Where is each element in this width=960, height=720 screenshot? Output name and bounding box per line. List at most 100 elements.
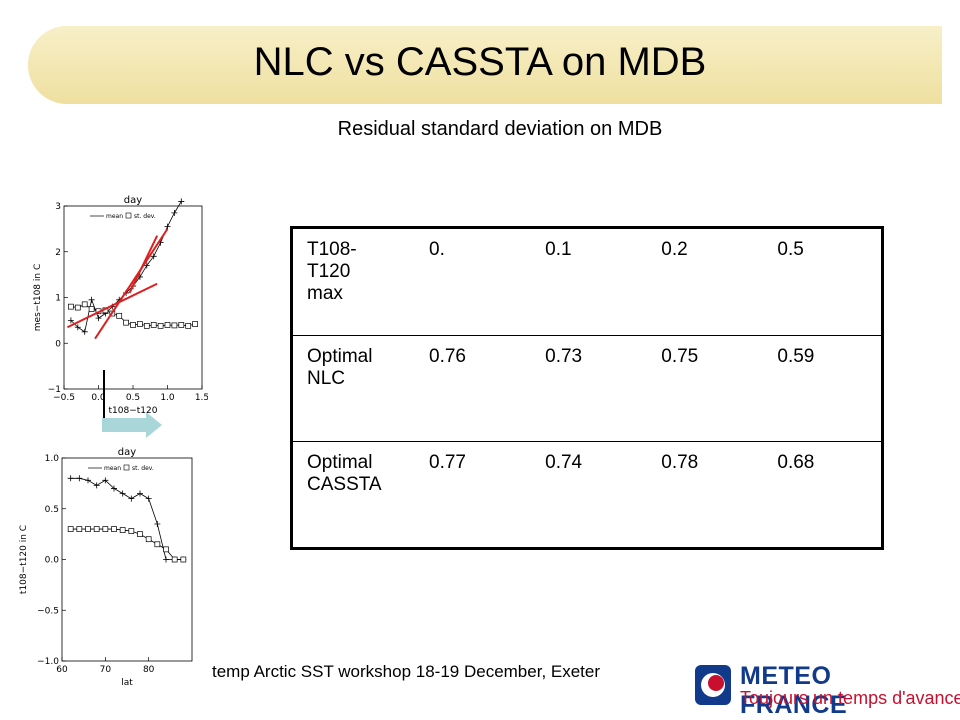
table-cell: 0. [429,239,445,260]
table-cell: T108- T120 max [307,239,357,304]
legend-stdev-label: st. dev. [134,213,156,220]
data-point-square [119,527,126,533]
legend-stdev-marker [123,464,130,471]
series-line-0 [70,201,182,333]
legend-stdev-label: st. dev. [132,465,154,472]
data-point-square [123,319,129,326]
x-tick-label: 0.5 [126,393,140,403]
data-point-square [145,536,152,543]
data-point-square [178,322,185,328]
data-point-square [88,306,95,312]
data-point-square [180,556,187,563]
data-point-plus [111,485,117,492]
data-point-plus [67,317,74,324]
table-cell: 0.73 [531,335,648,442]
data-point-plus [74,324,81,331]
legend-mean-label: mean [104,465,121,472]
logo-name: METEO FRANCE [740,662,848,719]
data-point-square [102,526,109,532]
data-point-plus [178,198,185,205]
data-point-square [185,323,192,329]
line-plot-day-lat: day 60 70 80 −1.0 −0.5 0.0 0.5 1.0 lat t108−t120 i… [19,447,193,688]
data-point-plus [85,477,91,484]
fit-line-2 [128,235,159,294]
data-point-plus [128,495,135,502]
legend-mean-label: mean [106,213,123,220]
footer-text: temp Arctic SST workshop 18-19 December,… [212,662,601,681]
table-cell: 0.5 [777,239,804,260]
data-point-square [171,556,178,563]
data-point-square [192,321,198,327]
scatter-plot-day-mdb: day −0.5 0.0 0.5 1.0 1.5 −1 0 1 2 3 t108−t120 mes−t1… [33,195,209,416]
table-cell: Optimal CASSTA [291,441,415,549]
table-row: Optimal NLC 0.76 0.73 0.75 0.59 [291,335,883,442]
title-banner [28,26,942,104]
table-cell: 0.77 [415,441,532,549]
table-cell: 0.59 [763,335,883,442]
data-point-plus [164,223,171,230]
data-point-square [143,323,150,329]
data-point-plus [137,490,143,497]
series-line-0 [70,477,184,560]
data-point-square [157,323,164,329]
data-point-plus [154,520,161,527]
data-point-square [85,526,91,532]
table-row: T108- T120 max 0. 0.1 0.2 0.5 [292,228,883,336]
residual-table: T108- T120 max 0. 0.1 0.2 0.5 Optimal NLC 0… [290,226,884,550]
data-point-square [130,322,136,328]
table-cell: 0.76 [415,335,532,442]
y-tick-label: 2 [55,248,61,258]
table-cell: Optimal NLC [291,335,415,442]
data-point-plus [88,296,95,303]
logo-emblem-icon [695,665,731,705]
bottom-plot: day 60 70 80 −1.0 −0.5 0.0 0.5 1.0 lat t108−t120 i… [18,440,204,700]
top-plot: day −0.5 0.0 0.5 1.0 1.5 −1 0 1 2 3 t108−t120 mes−t1… [28,186,209,423]
data-point-plus [163,556,169,563]
x-tick-label: 60 [56,665,68,675]
fit-line-1 [94,228,169,340]
data-point-square [128,528,135,534]
data-point-plus [67,475,74,482]
data-point-square [137,321,143,327]
table-cell: 0.74 [531,441,648,549]
plot-frame [63,205,203,390]
data-point-square [150,322,157,328]
y-tick-label: −1.0 [37,657,59,667]
data-point-square [164,322,171,328]
data-point-plus [145,495,152,502]
data-point-plus [81,328,88,335]
data-point-plus [150,253,157,260]
data-point-square [111,526,117,532]
data-point-square [67,526,74,532]
slide-subtitle: Residual standard deviation on MDB [337,118,663,140]
y-tick-label: 1 [55,294,61,304]
x-tick-label: 1.5 [195,393,208,403]
y-tick-label: 0.0 [45,556,60,566]
x-tick-label: 80 [143,665,155,675]
slide-title: NLC vs CASSTA on MDB [253,40,707,84]
data-point-plus [76,475,83,482]
data-point-square [68,303,74,310]
legend: mean st. dev. [88,464,154,472]
table-row: Optimal CASSTA 0.77 0.74 0.78 0.68 [291,441,883,549]
data-point-plus [171,209,178,216]
y-tick-label: 3 [55,202,61,212]
arrow-right-icon [102,412,162,443]
data-point-plus [93,482,100,489]
y-axis-label: t108−t120 in C [19,525,29,594]
table-cell: 0.1 [545,239,572,260]
legend-stdev-marker [125,212,132,219]
table-cell: 0.78 [647,441,764,549]
data-point-square [163,546,169,553]
table-cell: 0.68 [763,441,883,549]
data-point-plus [119,490,126,497]
data-point-plus [143,262,150,269]
data-point-square [81,301,88,308]
fit-line-0 [67,282,158,329]
data-point-square [74,304,81,311]
y-tick-label: 0 [55,339,61,349]
plot-title: day [124,195,142,206]
logo-tagline: Toujours un temps d'avance [740,688,960,708]
plot-title: day [118,447,136,458]
y-tick-label: 1.0 [45,454,60,464]
